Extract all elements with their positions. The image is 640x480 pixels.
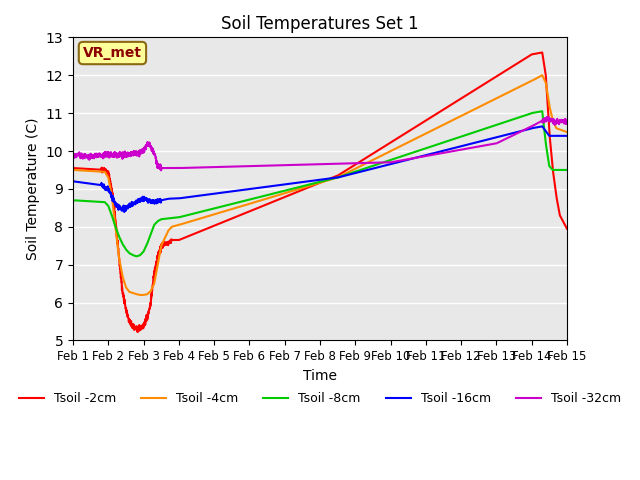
Tsoil -2cm bbox=[538, 49, 546, 55]
Y-axis label: Soil Temperature (C): Soil Temperature (C) bbox=[26, 118, 40, 260]
Tsoil -32cm bbox=[458, 147, 466, 153]
Tsoil -16cm bbox=[563, 133, 571, 139]
Tsoil -16cm bbox=[560, 133, 568, 139]
Tsoil -32cm bbox=[292, 162, 300, 168]
Tsoil -2cm bbox=[253, 205, 260, 211]
X-axis label: Time: Time bbox=[303, 369, 337, 383]
Tsoil -16cm bbox=[69, 179, 77, 184]
Tsoil -16cm bbox=[476, 139, 483, 144]
Line: Tsoil -8cm: Tsoil -8cm bbox=[73, 111, 567, 256]
Tsoil -32cm bbox=[368, 160, 376, 166]
Tsoil -32cm bbox=[563, 119, 571, 124]
Tsoil -16cm bbox=[458, 143, 466, 149]
Tsoil -32cm bbox=[253, 163, 260, 169]
Tsoil -4cm bbox=[560, 128, 568, 134]
Tsoil -4cm bbox=[253, 199, 260, 204]
Tsoil -2cm bbox=[458, 95, 466, 101]
Line: Tsoil -32cm: Tsoil -32cm bbox=[73, 117, 567, 170]
Tsoil -16cm bbox=[368, 166, 376, 172]
Tsoil -32cm bbox=[69, 152, 77, 158]
Tsoil -4cm bbox=[563, 129, 571, 135]
Tsoil -16cm bbox=[292, 180, 300, 186]
Tsoil -2cm bbox=[134, 329, 141, 335]
Tsoil -8cm bbox=[458, 133, 466, 139]
Tsoil -16cm bbox=[120, 209, 128, 215]
Tsoil -32cm bbox=[157, 168, 165, 173]
Tsoil -16cm bbox=[538, 123, 546, 129]
Tsoil -32cm bbox=[476, 144, 483, 149]
Tsoil -16cm bbox=[253, 185, 260, 191]
Line: Tsoil -16cm: Tsoil -16cm bbox=[73, 126, 567, 212]
Title: Soil Temperatures Set 1: Soil Temperatures Set 1 bbox=[221, 15, 419, 33]
Tsoil -4cm bbox=[368, 157, 376, 163]
Tsoil -2cm bbox=[292, 190, 300, 195]
Tsoil -2cm bbox=[69, 165, 77, 171]
Text: VR_met: VR_met bbox=[83, 46, 142, 60]
Tsoil -8cm bbox=[368, 163, 376, 169]
Tsoil -2cm bbox=[560, 220, 568, 226]
Tsoil -8cm bbox=[538, 108, 546, 114]
Tsoil -4cm bbox=[292, 187, 300, 193]
Tsoil -8cm bbox=[69, 197, 77, 203]
Tsoil -32cm bbox=[560, 119, 568, 125]
Tsoil -8cm bbox=[476, 128, 483, 133]
Tsoil -8cm bbox=[560, 167, 568, 173]
Tsoil -8cm bbox=[132, 253, 140, 259]
Tsoil -2cm bbox=[563, 226, 571, 231]
Legend: Tsoil -2cm, Tsoil -4cm, Tsoil -8cm, Tsoil -16cm, Tsoil -32cm: Tsoil -2cm, Tsoil -4cm, Tsoil -8cm, Tsoi… bbox=[14, 387, 626, 410]
Tsoil -4cm bbox=[476, 104, 483, 110]
Line: Tsoil -4cm: Tsoil -4cm bbox=[73, 75, 567, 295]
Tsoil -8cm bbox=[292, 185, 300, 191]
Tsoil -2cm bbox=[368, 151, 376, 157]
Tsoil -4cm bbox=[136, 292, 144, 298]
Tsoil -32cm bbox=[543, 114, 551, 120]
Tsoil -8cm bbox=[253, 195, 260, 201]
Tsoil -4cm bbox=[458, 113, 466, 119]
Tsoil -4cm bbox=[69, 167, 77, 173]
Tsoil -4cm bbox=[538, 72, 546, 78]
Tsoil -2cm bbox=[476, 84, 483, 90]
Line: Tsoil -2cm: Tsoil -2cm bbox=[73, 52, 567, 332]
Tsoil -8cm bbox=[563, 167, 571, 173]
